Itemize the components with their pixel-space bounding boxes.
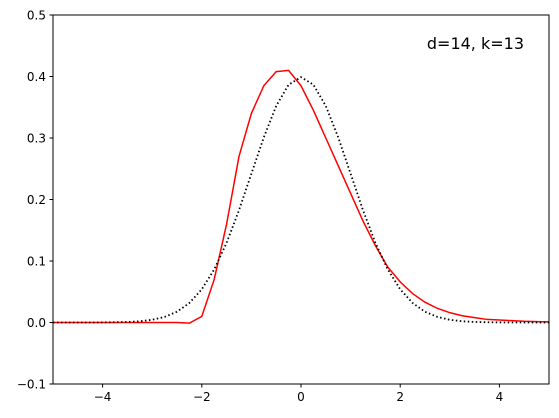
plot-frame — [52, 14, 550, 385]
y-tick-label: 0.2 — [27, 193, 46, 207]
y-tick-label: 0.3 — [27, 132, 46, 146]
x-tick-label: 4 — [496, 390, 504, 404]
y-tick-label: 0.5 — [27, 9, 46, 23]
y-tick-label: 0.4 — [27, 70, 46, 84]
y-tick-label: 0.1 — [27, 255, 46, 269]
x-tick-label: 0 — [297, 390, 305, 404]
y-tick-label: 0.0 — [27, 316, 46, 330]
annotation: d=14, k=13 — [427, 34, 524, 53]
data-line — [53, 76, 549, 324]
x-tick-label: 2 — [396, 390, 404, 404]
y-tick-label: −0.1 — [17, 378, 46, 392]
data-line — [53, 69, 550, 324]
x-tick-label: −2 — [193, 390, 211, 404]
x-tick-label: −4 — [94, 390, 112, 404]
